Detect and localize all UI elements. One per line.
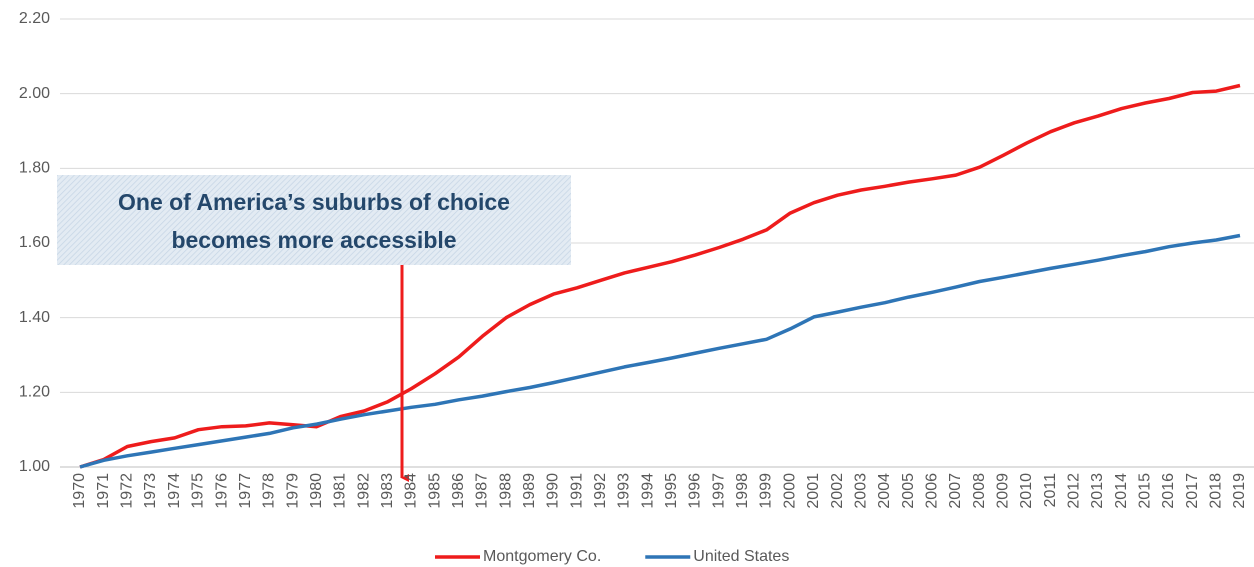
x-tick-label: 1983: [379, 473, 396, 509]
x-tick-label: 1998: [734, 473, 751, 509]
x-tick-label: 1972: [119, 473, 136, 509]
x-tick-label: 1975: [190, 473, 207, 509]
x-tick-label: 1991: [568, 473, 585, 509]
x-tick-label: 2010: [1018, 473, 1035, 509]
x-tick-label: 1988: [497, 473, 514, 509]
x-tick-label: 1980: [308, 473, 325, 509]
legend-label: Montgomery Co.: [483, 548, 601, 565]
x-tick-label: 2008: [971, 473, 988, 509]
x-tick-label: 1981: [332, 473, 349, 509]
x-tick-label: 1993: [616, 473, 633, 509]
series-line: [79, 233, 1241, 469]
x-tick-label: 2014: [1113, 473, 1130, 509]
lines: [79, 83, 1241, 469]
x-tick-label: 2006: [923, 473, 940, 509]
x-tick-label: 2011: [1042, 473, 1059, 508]
x-tick-label: 2007: [947, 473, 964, 509]
x-tick-label: 2018: [1208, 473, 1225, 509]
annotation-text: One of America’s suburbs of choice: [118, 189, 510, 215]
x-tick-label: 1996: [687, 473, 704, 509]
x-tick-label: 2015: [1137, 473, 1154, 509]
x-tick-label: 1971: [95, 473, 112, 509]
y-tick-label: 2.20: [19, 10, 50, 27]
x-tick-label: 1977: [237, 473, 254, 509]
annotation-box: [57, 175, 571, 265]
x-tick-label: 2002: [829, 473, 846, 509]
x-tick-label: 2016: [1160, 473, 1177, 509]
x-tick-label: 1985: [426, 473, 443, 509]
x-tick-label: 2009: [994, 473, 1011, 509]
x-tick-label: 2001: [805, 473, 822, 509]
x-tick-label: 1999: [758, 473, 775, 509]
annotation-text: becomes more accessible: [171, 227, 456, 253]
x-tick-label: 1989: [521, 473, 538, 509]
x-tick-label: 2017: [1184, 473, 1201, 509]
x-tick-label: 2019: [1231, 473, 1248, 509]
y-tick-label: 1.00: [19, 458, 50, 475]
x-tick-label: 1995: [663, 473, 680, 509]
x-tick-label: 2013: [1089, 473, 1106, 509]
x-tick-label: 1974: [166, 473, 183, 509]
y-tick-label: 1.80: [19, 160, 50, 177]
x-tick-label: 1984: [403, 473, 420, 509]
x-tick-label: 1994: [639, 473, 656, 509]
x-tick-label: 1973: [142, 473, 159, 509]
y-tick-label: 1.20: [19, 384, 50, 401]
x-tick-label: 2000: [781, 473, 798, 509]
x-tick-label: 1976: [213, 473, 230, 509]
x-tick-label: 1990: [545, 473, 562, 509]
x-tick-label: 1978: [261, 473, 278, 509]
x-tick-label: 2004: [876, 473, 893, 509]
x-tick-label: 1982: [355, 473, 372, 509]
x-tick-label: 1992: [592, 473, 609, 509]
x-tick-label: 1970: [71, 473, 88, 509]
y-tick-label: 1.60: [19, 234, 50, 251]
x-tick-label: 1986: [450, 473, 467, 509]
y-tick-label: 2.00: [19, 85, 50, 102]
legend-label: United States: [693, 548, 789, 565]
x-tick-label: 2003: [852, 473, 869, 509]
x-tick-label: 2005: [900, 473, 917, 509]
x-tick-label: 1997: [710, 473, 727, 509]
series-line: [79, 83, 1241, 469]
x-tick-label: 1979: [284, 473, 301, 509]
x-tick-label: 2012: [1066, 473, 1083, 509]
x-tick-label: 1987: [474, 473, 491, 509]
y-tick-label: 1.40: [19, 309, 50, 326]
